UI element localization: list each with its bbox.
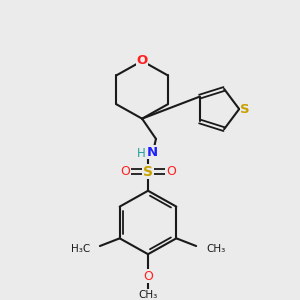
Text: CH₃: CH₃	[138, 290, 158, 300]
Text: N: N	[146, 146, 158, 159]
Text: O: O	[166, 165, 176, 178]
Text: O: O	[120, 165, 130, 178]
Text: S: S	[240, 103, 250, 116]
Text: H: H	[137, 147, 146, 160]
Text: O: O	[143, 270, 153, 283]
Text: H₃C: H₃C	[71, 244, 90, 254]
Text: S: S	[143, 164, 153, 178]
Text: CH₃: CH₃	[206, 244, 225, 254]
Text: O: O	[136, 55, 148, 68]
